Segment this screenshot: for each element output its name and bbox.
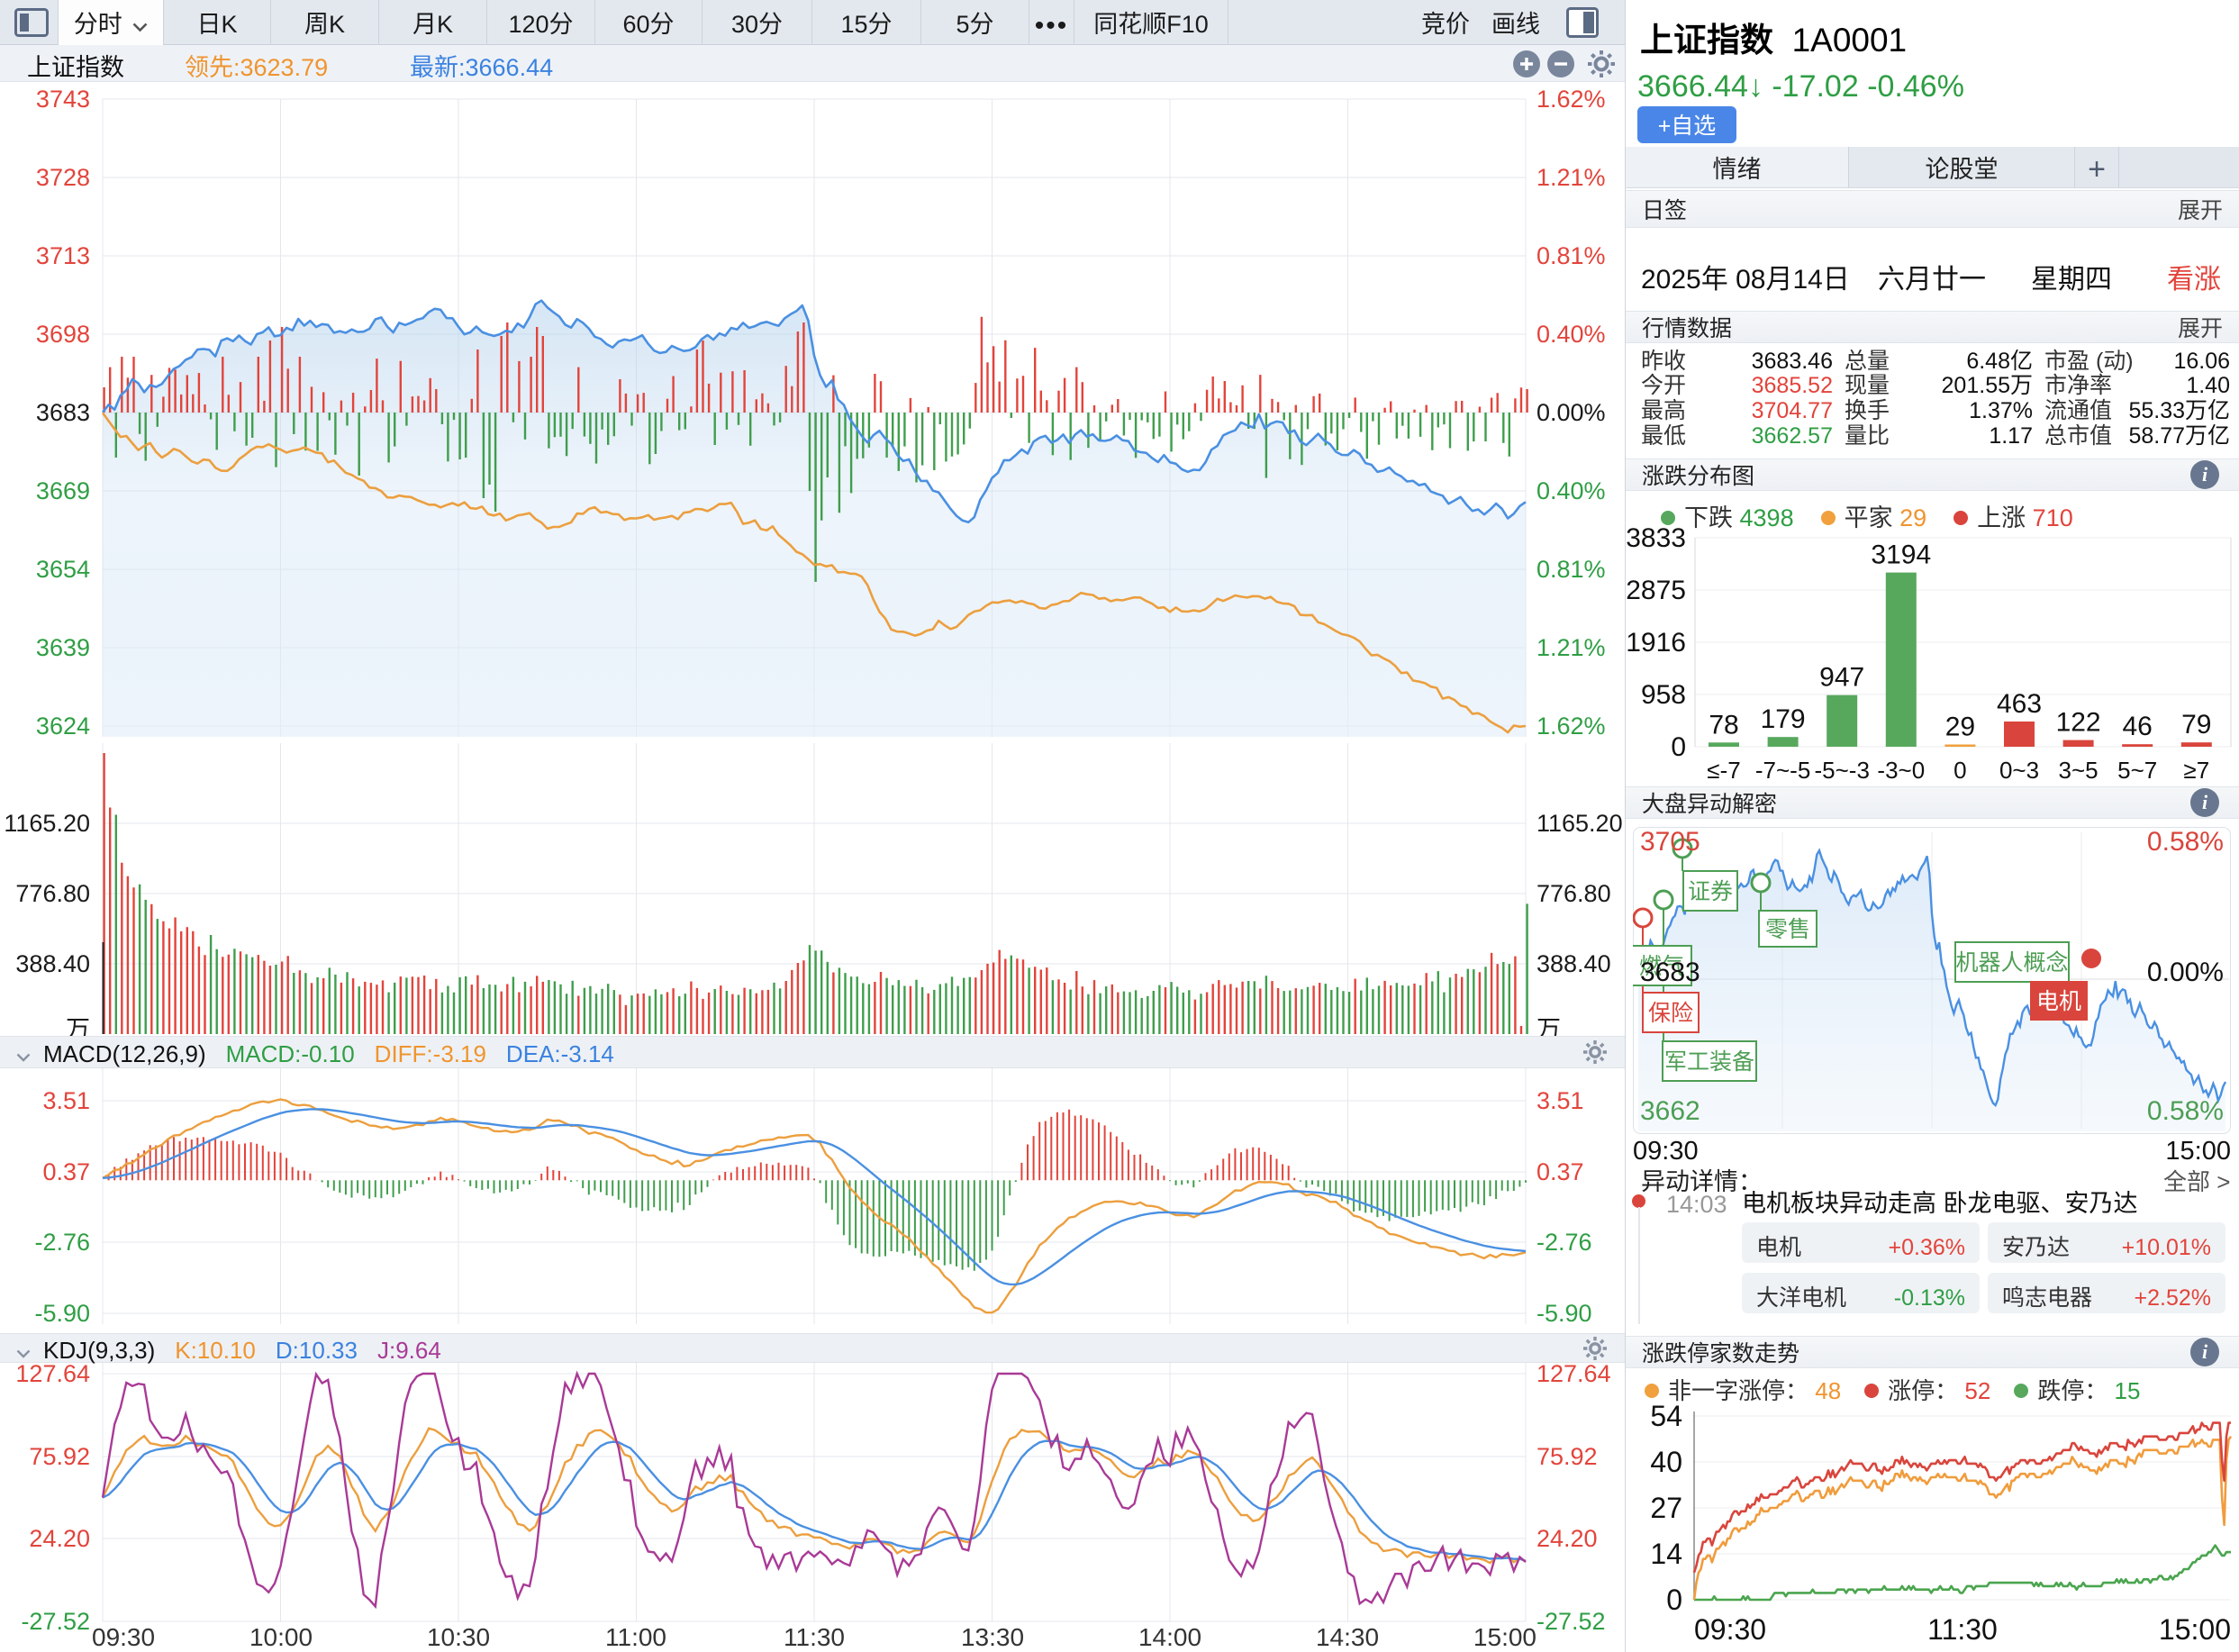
- svg-text:0.81%: 0.81%: [1536, 236, 1606, 271]
- svg-text:-5~-3: -5~-3: [1814, 757, 1869, 784]
- svg-text:0: 0: [1671, 732, 1686, 762]
- svg-text:-2.76: -2.76: [1536, 1222, 1592, 1257]
- svg-text:776.80: 776.80: [15, 874, 90, 909]
- svg-text:1165.20: 1165.20: [4, 803, 90, 839]
- svg-text:0: 0: [1666, 1584, 1682, 1616]
- svg-text:0.58%: 0.58%: [2147, 827, 2224, 857]
- svg-text:14:30: 14:30: [1316, 1623, 1379, 1651]
- svg-text:3698: 3698: [36, 314, 90, 349]
- svg-text:24.20: 24.20: [29, 1519, 90, 1554]
- svg-text:3669: 3669: [36, 471, 90, 506]
- svg-text:5~7: 5~7: [2117, 757, 2157, 784]
- svg-text:-2.76: -2.76: [34, 1222, 90, 1257]
- svg-text:776.80: 776.80: [1536, 874, 1611, 909]
- svg-text:燃气: 燃气: [1639, 949, 1684, 981]
- svg-text:463: 463: [1997, 689, 2042, 719]
- svg-text:75.92: 75.92: [29, 1437, 90, 1472]
- svg-text:-3~0: -3~0: [1877, 757, 1925, 784]
- svg-text:09:30: 09:30: [1694, 1613, 1766, 1646]
- svg-text:3713: 3713: [36, 236, 90, 271]
- svg-text:15:00: 15:00: [2159, 1613, 2231, 1646]
- svg-text:3.51: 3.51: [1536, 1081, 1584, 1116]
- svg-text:电机: 电机: [2036, 984, 2081, 1016]
- svg-text:10:30: 10:30: [427, 1623, 490, 1651]
- svg-text:0.37: 0.37: [42, 1152, 90, 1187]
- svg-text:947: 947: [1819, 663, 1864, 693]
- svg-text:0: 0: [1953, 757, 1966, 784]
- svg-text:3705: 3705: [1640, 827, 1700, 857]
- svg-text:3683: 3683: [36, 393, 90, 428]
- svg-text:3.51: 3.51: [42, 1081, 90, 1116]
- svg-text:1916: 1916: [1626, 628, 1686, 658]
- svg-text:09:30: 09:30: [92, 1623, 155, 1651]
- svg-text:-7~-5: -7~-5: [1755, 757, 1810, 784]
- svg-text:75.92: 75.92: [1536, 1437, 1598, 1472]
- svg-text:0~3: 0~3: [1999, 757, 2039, 784]
- svg-text:军工装备: 军工装备: [1664, 1044, 1754, 1076]
- svg-text:1.21%: 1.21%: [1536, 628, 1606, 663]
- svg-text:3743: 3743: [36, 82, 90, 114]
- svg-text:54: 54: [1650, 1402, 1682, 1432]
- svg-text:≤-7: ≤-7: [1707, 757, 1740, 784]
- svg-text:10:00: 10:00: [249, 1623, 313, 1651]
- svg-text:0.00%: 0.00%: [1536, 393, 1606, 428]
- svg-text:-5.90: -5.90: [34, 1293, 90, 1329]
- svg-text:0.40%: 0.40%: [1536, 314, 1606, 349]
- svg-text:79: 79: [2181, 710, 2211, 740]
- svg-text:≥7: ≥7: [2183, 757, 2209, 784]
- svg-text:15:00: 15:00: [1473, 1623, 1536, 1651]
- svg-text:零售: 零售: [1765, 912, 1810, 944]
- svg-text:3662: 3662: [1640, 1096, 1700, 1126]
- svg-text:0.58%: 0.58%: [2147, 1096, 2224, 1126]
- svg-text:1.62%: 1.62%: [1536, 82, 1606, 114]
- svg-text:3~5: 3~5: [2059, 757, 2098, 784]
- svg-text:3194: 3194: [1871, 540, 1931, 570]
- svg-text:1165.20: 1165.20: [1536, 803, 1623, 839]
- svg-text:2875: 2875: [1626, 576, 1686, 605]
- svg-text:1.21%: 1.21%: [1536, 158, 1606, 193]
- svg-text:11:30: 11:30: [784, 1623, 845, 1651]
- svg-text:-27.52: -27.52: [21, 1602, 90, 1637]
- svg-text:0.37: 0.37: [1536, 1152, 1584, 1187]
- svg-text:14: 14: [1650, 1538, 1682, 1570]
- svg-text:0.00%: 0.00%: [2147, 958, 2224, 987]
- svg-text:保险: 保险: [1648, 995, 1693, 1028]
- svg-text:0.40%: 0.40%: [1536, 471, 1606, 506]
- svg-text:388.40: 388.40: [1536, 944, 1611, 979]
- svg-text:3833: 3833: [1626, 523, 1686, 553]
- svg-text:27: 27: [1650, 1492, 1682, 1524]
- svg-text:179: 179: [1761, 704, 1806, 734]
- svg-text:11:00: 11:00: [605, 1623, 666, 1651]
- svg-text:11:30: 11:30: [1927, 1613, 1998, 1646]
- svg-text:3683: 3683: [1640, 958, 1700, 987]
- svg-text:-27.52: -27.52: [1536, 1602, 1606, 1637]
- svg-text:958: 958: [1641, 680, 1686, 710]
- svg-text:-5.90: -5.90: [1536, 1293, 1592, 1329]
- svg-text:46: 46: [2123, 712, 2153, 741]
- svg-text:29: 29: [1945, 713, 1975, 742]
- svg-text:证券: 证券: [1688, 874, 1733, 906]
- svg-text:3728: 3728: [36, 158, 90, 193]
- svg-text:78: 78: [1709, 710, 1738, 740]
- svg-text:24.20: 24.20: [1536, 1519, 1598, 1554]
- svg-text:40: 40: [1650, 1446, 1682, 1478]
- svg-text:1.62%: 1.62%: [1536, 706, 1606, 741]
- svg-text:3624: 3624: [36, 706, 90, 741]
- svg-text:14:00: 14:00: [1138, 1623, 1201, 1651]
- svg-text:122: 122: [2056, 708, 2101, 738]
- svg-text:3639: 3639: [36, 628, 90, 663]
- svg-text:0.81%: 0.81%: [1536, 549, 1606, 585]
- svg-text:机器人概念: 机器人概念: [1955, 945, 2068, 977]
- svg-text:3654: 3654: [36, 549, 90, 585]
- svg-text:388.40: 388.40: [15, 944, 90, 979]
- svg-text:13:30: 13:30: [961, 1623, 1024, 1651]
